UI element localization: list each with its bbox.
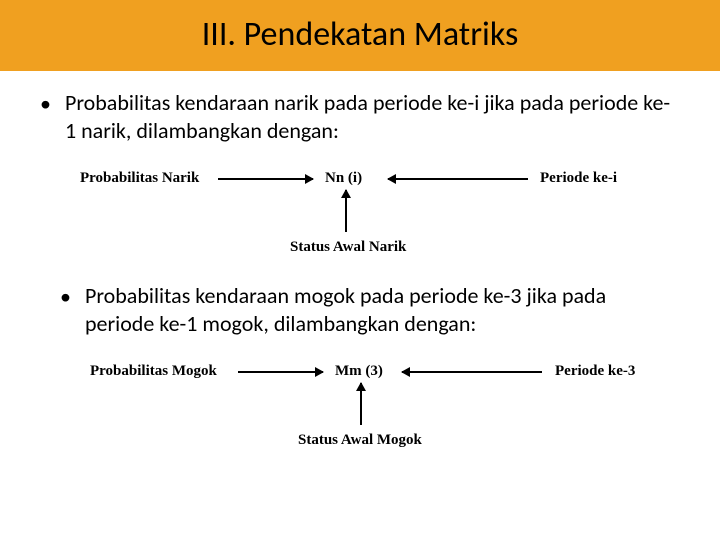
diagram-center-label: Nn (i) [325, 170, 362, 187]
bullet-dot-icon: • [60, 284, 71, 310]
diagram-bottom-label: Status Awal Mogok [298, 432, 422, 449]
diagram-bottom-label: Status Awal Narik [290, 239, 406, 256]
bullet-text-2: Probabilitas kendaraan mogok pada period… [85, 282, 660, 337]
diagram-left-label: Probabilitas Narik [80, 170, 199, 187]
arrow-left-icon [388, 178, 528, 180]
arrow-right-icon [218, 178, 313, 180]
arrow-up-icon [345, 190, 347, 232]
bullet-dot-icon: • [40, 91, 51, 117]
diagram-2: Probabilitas Mogok Mm (3) Periode ke-3 Stat… [0, 347, 720, 457]
diagram-center-label: Mm (3) [335, 363, 383, 380]
slide-title: III. Pendekatan Matriks [0, 14, 720, 55]
diagram-right-label: Periode ke-i [540, 170, 617, 187]
diagram-1: Probabilitas Narik Nn (i) Periode ke-i Stat… [0, 154, 720, 264]
bullet-item-1: • Probabilitas kendaraan narik pada peri… [40, 89, 680, 144]
bullet-item-2: • Probabilitas kendaraan mogok pada peri… [60, 282, 660, 337]
arrow-right-icon [238, 371, 323, 373]
diagram-right-label: Periode ke-3 [555, 363, 635, 380]
title-banner: III. Pendekatan Matriks [0, 0, 720, 71]
bullet-text-1: Probabilitas kendaraan narik pada period… [65, 89, 680, 144]
diagram-left-label: Probabilitas Mogok [90, 363, 217, 380]
arrow-up-icon [360, 383, 362, 425]
arrow-left-icon [402, 371, 542, 373]
